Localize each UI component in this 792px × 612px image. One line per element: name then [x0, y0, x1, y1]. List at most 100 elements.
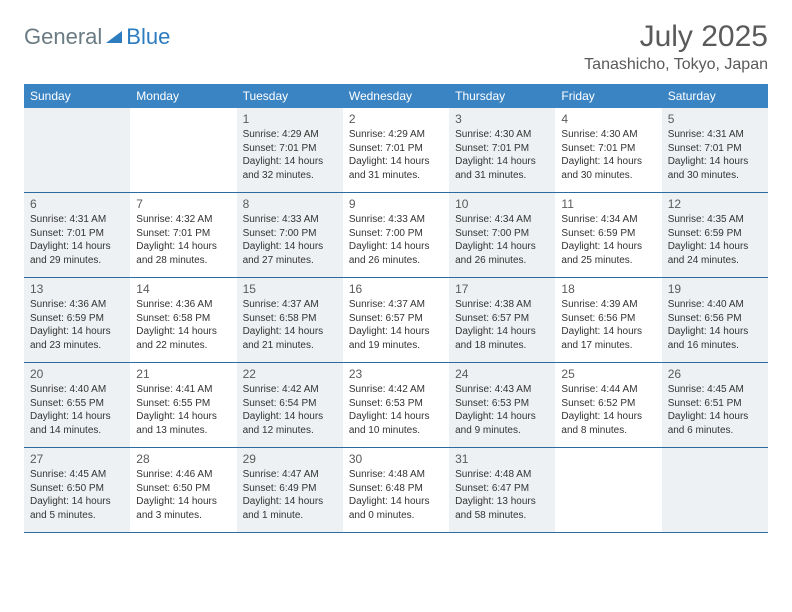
day-number: 29 — [243, 452, 337, 466]
sunrise-text: Sunrise: 4:37 AM — [243, 298, 337, 312]
calendar-cell: 7Sunrise: 4:32 AMSunset: 7:01 PMDaylight… — [130, 193, 236, 277]
daylight-text: Daylight: 14 hours and 17 minutes. — [561, 325, 655, 352]
calendar-cell: 22Sunrise: 4:42 AMSunset: 6:54 PMDayligh… — [237, 363, 343, 447]
sunrise-text: Sunrise: 4:48 AM — [349, 468, 443, 482]
sunrise-text: Sunrise: 4:42 AM — [349, 383, 443, 397]
sunset-text: Sunset: 6:47 PM — [455, 482, 549, 496]
calendar-cell: 23Sunrise: 4:42 AMSunset: 6:53 PMDayligh… — [343, 363, 449, 447]
calendar-cell: 15Sunrise: 4:37 AMSunset: 6:58 PMDayligh… — [237, 278, 343, 362]
sunset-text: Sunset: 6:56 PM — [668, 312, 762, 326]
logo: General Blue — [24, 24, 170, 50]
sunrise-text: Sunrise: 4:40 AM — [668, 298, 762, 312]
day-info: Sunrise: 4:40 AMSunset: 6:56 PMDaylight:… — [668, 298, 762, 352]
sunset-text: Sunset: 7:00 PM — [455, 227, 549, 241]
daylight-text: Daylight: 14 hours and 22 minutes. — [136, 325, 230, 352]
calendar-row: 6Sunrise: 4:31 AMSunset: 7:01 PMDaylight… — [24, 193, 768, 278]
sunset-text: Sunset: 6:51 PM — [668, 397, 762, 411]
daylight-text: Daylight: 14 hours and 14 minutes. — [30, 410, 124, 437]
logo-text-blue: Blue — [126, 24, 170, 50]
day-info: Sunrise: 4:33 AMSunset: 7:00 PMDaylight:… — [243, 213, 337, 267]
day-number: 10 — [455, 197, 549, 211]
sunrise-text: Sunrise: 4:42 AM — [243, 383, 337, 397]
sail-icon — [104, 29, 124, 45]
day-info: Sunrise: 4:47 AMSunset: 6:49 PMDaylight:… — [243, 468, 337, 522]
calendar-cell: 17Sunrise: 4:38 AMSunset: 6:57 PMDayligh… — [449, 278, 555, 362]
sunrise-text: Sunrise: 4:35 AM — [668, 213, 762, 227]
weekday-tuesday: Tuesday — [237, 84, 343, 108]
daylight-text: Daylight: 14 hours and 25 minutes. — [561, 240, 655, 267]
day-info: Sunrise: 4:45 AMSunset: 6:51 PMDaylight:… — [668, 383, 762, 437]
sunset-text: Sunset: 6:55 PM — [30, 397, 124, 411]
calendar-cell: 10Sunrise: 4:34 AMSunset: 7:00 PMDayligh… — [449, 193, 555, 277]
title-block: July 2025 Tanashicho, Tokyo, Japan — [584, 20, 768, 74]
weekday-saturday: Saturday — [662, 84, 768, 108]
daylight-text: Daylight: 14 hours and 19 minutes. — [349, 325, 443, 352]
calendar-cell: 28Sunrise: 4:46 AMSunset: 6:50 PMDayligh… — [130, 448, 236, 532]
logo-text-general: General — [24, 24, 102, 50]
sunrise-text: Sunrise: 4:31 AM — [30, 213, 124, 227]
day-number: 20 — [30, 367, 124, 381]
day-info: Sunrise: 4:36 AMSunset: 6:59 PMDaylight:… — [30, 298, 124, 352]
calendar-cell: 13Sunrise: 4:36 AMSunset: 6:59 PMDayligh… — [24, 278, 130, 362]
sunset-text: Sunset: 7:01 PM — [561, 142, 655, 156]
day-info: Sunrise: 4:30 AMSunset: 7:01 PMDaylight:… — [561, 128, 655, 182]
sunset-text: Sunset: 7:01 PM — [455, 142, 549, 156]
sunset-text: Sunset: 7:01 PM — [668, 142, 762, 156]
day-info: Sunrise: 4:42 AMSunset: 6:53 PMDaylight:… — [349, 383, 443, 437]
sunset-text: Sunset: 6:54 PM — [243, 397, 337, 411]
calendar-row: 20Sunrise: 4:40 AMSunset: 6:55 PMDayligh… — [24, 363, 768, 448]
day-number: 15 — [243, 282, 337, 296]
weekday-sunday: Sunday — [24, 84, 130, 108]
day-number: 12 — [668, 197, 762, 211]
day-number: 25 — [561, 367, 655, 381]
calendar-cell: 1Sunrise: 4:29 AMSunset: 7:01 PMDaylight… — [237, 108, 343, 192]
daylight-text: Daylight: 14 hours and 28 minutes. — [136, 240, 230, 267]
sunset-text: Sunset: 6:56 PM — [561, 312, 655, 326]
day-info: Sunrise: 4:34 AMSunset: 6:59 PMDaylight:… — [561, 213, 655, 267]
calendar-cell: 21Sunrise: 4:41 AMSunset: 6:55 PMDayligh… — [130, 363, 236, 447]
daylight-text: Daylight: 14 hours and 32 minutes. — [243, 155, 337, 182]
day-info: Sunrise: 4:48 AMSunset: 6:48 PMDaylight:… — [349, 468, 443, 522]
sunrise-text: Sunrise: 4:43 AM — [455, 383, 549, 397]
daylight-text: Daylight: 14 hours and 21 minutes. — [243, 325, 337, 352]
calendar-cell: 14Sunrise: 4:36 AMSunset: 6:58 PMDayligh… — [130, 278, 236, 362]
sunrise-text: Sunrise: 4:39 AM — [561, 298, 655, 312]
sunrise-text: Sunrise: 4:36 AM — [136, 298, 230, 312]
day-info: Sunrise: 4:29 AMSunset: 7:01 PMDaylight:… — [349, 128, 443, 182]
day-info: Sunrise: 4:43 AMSunset: 6:53 PMDaylight:… — [455, 383, 549, 437]
sunrise-text: Sunrise: 4:36 AM — [30, 298, 124, 312]
daylight-text: Daylight: 14 hours and 29 minutes. — [30, 240, 124, 267]
day-number: 11 — [561, 197, 655, 211]
sunset-text: Sunset: 6:55 PM — [136, 397, 230, 411]
daylight-text: Daylight: 14 hours and 0 minutes. — [349, 495, 443, 522]
day-number: 30 — [349, 452, 443, 466]
calendar-cell: 11 Sunrise: 4:34 AMSunset: 6:59 PMDayligh… — [555, 193, 661, 277]
daylight-text: Daylight: 14 hours and 1 minute. — [243, 495, 337, 522]
sunrise-text: Sunrise: 4:46 AM — [136, 468, 230, 482]
day-info: Sunrise: 4:45 AMSunset: 6:50 PMDaylight:… — [30, 468, 124, 522]
month-title: July 2025 — [584, 20, 768, 54]
daylight-text: Daylight: 14 hours and 31 minutes. — [349, 155, 443, 182]
calendar-body: 1 Sunrise: 4:29 AMSunset: 7:01 PMDaylight… — [24, 108, 768, 533]
sunset-text: Sunset: 7:00 PM — [243, 227, 337, 241]
daylight-text: Daylight: 14 hours and 12 minutes. — [243, 410, 337, 437]
header-row: General Blue July 2025 Tanashicho, Tokyo… — [24, 20, 768, 74]
calendar-cell: 24Sunrise: 4:43 AMSunset: 6:53 PMDayligh… — [449, 363, 555, 447]
daylight-text: Daylight: 14 hours and 26 minutes. — [349, 240, 443, 267]
calendar-cell: 26Sunrise: 4:45 AMSunset: 6:51 PMDayligh… — [662, 363, 768, 447]
daylight-text: Daylight: 14 hours and 31 minutes. — [455, 155, 549, 182]
calendar-cell: 19Sunrise: 4:40 AMSunset: 6:56 PMDayligh… — [662, 278, 768, 362]
calendar-cell: 3Sunrise: 4:30 AMSunset: 7:01 PMDaylight… — [449, 108, 555, 192]
day-number: 1 — [243, 112, 337, 126]
day-info: Sunrise: 4:35 AMSunset: 6:59 PMDaylight:… — [668, 213, 762, 267]
sunset-text: Sunset: 6:57 PM — [455, 312, 549, 326]
calendar-cell: 27Sunrise: 4:45 AMSunset: 6:50 PMDayligh… — [24, 448, 130, 532]
sunrise-text: Sunrise: 4:33 AM — [349, 213, 443, 227]
calendar-row: 27Sunrise: 4:45 AMSunset: 6:50 PMDayligh… — [24, 448, 768, 533]
calendar-header: Sunday Monday Tuesday Wednesday Thursday… — [24, 84, 768, 108]
day-info: Sunrise: 4:46 AMSunset: 6:50 PMDaylight:… — [136, 468, 230, 522]
calendar: Sunday Monday Tuesday Wednesday Thursday… — [24, 84, 768, 533]
sunrise-text: Sunrise: 4:30 AM — [561, 128, 655, 142]
daylight-text: Daylight: 14 hours and 9 minutes. — [455, 410, 549, 437]
sunset-text: Sunset: 6:52 PM — [561, 397, 655, 411]
